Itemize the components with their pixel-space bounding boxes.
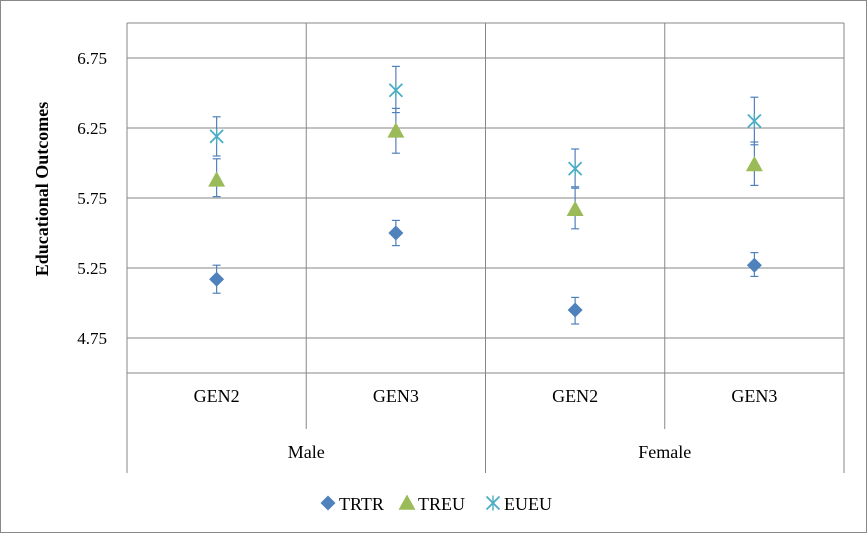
- x-category-label: GEN2: [194, 386, 240, 406]
- treu-point: [566, 200, 584, 216]
- y-tick-label: 5.25: [77, 259, 107, 278]
- axis-layer: [126, 22, 845, 473]
- y-tick-label: 4.75: [77, 329, 107, 348]
- marker-layer: [208, 82, 763, 318]
- trtr-point: [388, 225, 404, 241]
- trtr-point: [567, 302, 583, 318]
- treu-point: [208, 171, 226, 187]
- eueu-point: [209, 128, 224, 144]
- x-group-label: Male: [288, 442, 325, 462]
- eueu-point: [567, 161, 583, 177]
- trtr-point: [209, 271, 225, 287]
- trtr-point: [746, 257, 762, 273]
- legend-eueu-label: EUEU: [504, 494, 552, 514]
- legend-eueu-marker: [485, 495, 501, 511]
- label-layer: 4.75 5.25 5.75 6.25 6.75 GEN2 GEN3 GEN2 GEN3 Male…: [77, 49, 777, 462]
- y-axis-label: Educational Outcomes: [32, 102, 52, 277]
- eueu-point: [388, 82, 404, 98]
- y-tick-label: 5.75: [77, 189, 107, 208]
- legend-treu-label: TREU: [418, 494, 465, 514]
- treu-point: [745, 155, 763, 172]
- x-group-label: Female: [638, 442, 691, 462]
- legend: TRTR TREU EUEU: [320, 494, 552, 514]
- grid-layer: [127, 23, 844, 473]
- y-tick-label: 6.75: [77, 49, 107, 68]
- legend-trtr-marker: [320, 495, 336, 511]
- legend-trtr-label: TRTR: [339, 494, 384, 514]
- x-category-label: GEN2: [552, 386, 598, 406]
- eueu-point: [747, 113, 762, 129]
- x-category-label: GEN3: [373, 386, 419, 406]
- x-category-label: GEN3: [731, 386, 777, 406]
- legend-treu-marker: [398, 494, 416, 510]
- treu-point: [387, 122, 405, 138]
- y-tick-label: 6.25: [77, 119, 107, 138]
